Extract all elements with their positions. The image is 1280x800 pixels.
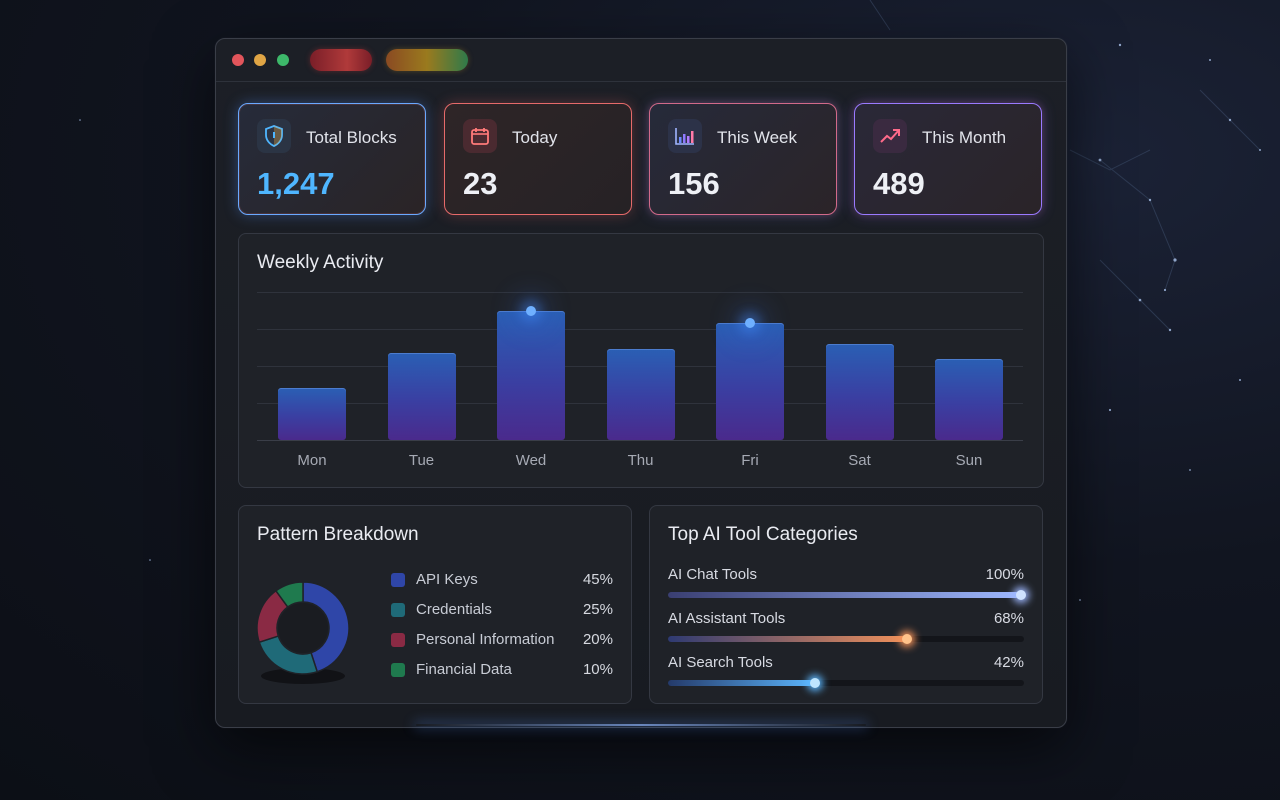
- panel-title: Top AI Tool Categories: [668, 524, 858, 545]
- tool-name: AI Search Tools: [668, 654, 773, 671]
- donut-slice-api-keys[interactable]: [302, 581, 350, 673]
- x-tick-label: Fri: [741, 452, 759, 469]
- x-tick-label: Sat: [848, 452, 871, 469]
- legend-percent: 10%: [582, 661, 613, 678]
- x-tick-label: Wed: [515, 452, 547, 469]
- legend-percent: 45%: [582, 571, 613, 588]
- stat-label: Total Blocks: [306, 128, 397, 147]
- legend-item-financial-data: Financial Data 10%: [391, 660, 613, 680]
- stat-value: 156: [668, 166, 720, 201]
- progress-track: [668, 678, 1024, 688]
- stat-value: 1,247: [257, 166, 335, 201]
- legend-item-personal-information: Personal Information 20%: [391, 630, 613, 650]
- stat-label: This Week: [717, 128, 797, 147]
- donut-hole: [278, 603, 328, 653]
- stat-card-total-blocks[interactable]: Total Blocks 1,247: [238, 103, 426, 215]
- legend-swatch: [391, 573, 405, 587]
- panel-title: Pattern Breakdown: [257, 524, 419, 545]
- legend-label: Financial Data: [416, 661, 512, 678]
- progress-fill: [668, 680, 818, 686]
- donut-shadow: [261, 668, 345, 684]
- stat-value: 489: [873, 166, 925, 201]
- gridline: [257, 329, 1023, 330]
- close-button[interactable]: [232, 54, 244, 66]
- weekly-activity-panel: Weekly Activity Mon Tue Wed Thu Fri Sat Sun: [238, 233, 1044, 488]
- stat-value: 23: [463, 166, 498, 201]
- shield-icon: [257, 119, 291, 153]
- x-tick-label: Tue: [408, 452, 435, 469]
- top-ai-tool-categories-panel: Top AI Tool Categories AI Chat Tools 100%…: [649, 505, 1043, 704]
- legend-swatch: [391, 663, 405, 677]
- gridline: [257, 292, 1023, 293]
- bar-thu[interactable]: [606, 349, 675, 440]
- legend-item-api-keys: API Keys 45%: [391, 570, 613, 590]
- x-tick-label: Thu: [627, 452, 654, 469]
- progress-knob: [809, 678, 820, 688]
- x-tick-label: Sun: [955, 452, 983, 469]
- progress-fill: [668, 592, 1024, 598]
- progress-knob: [902, 634, 913, 644]
- tool-percent: 100%: [985, 566, 1024, 583]
- progress-track: [668, 634, 1024, 644]
- bar-chart-icon: [668, 119, 702, 153]
- tool-percent: 68%: [993, 610, 1024, 627]
- stat-label: Today: [512, 128, 558, 147]
- legend-item-credentials: Credentials 25%: [391, 600, 613, 620]
- stat-label: This Month: [922, 128, 1007, 147]
- tool-percent: 42%: [993, 654, 1024, 671]
- progress-knob: [1016, 590, 1026, 600]
- legend-label: Personal Information: [416, 631, 555, 648]
- title-bar: [216, 39, 1066, 82]
- bar-highlight-dot: [526, 305, 536, 316]
- legend-percent: 20%: [582, 631, 613, 648]
- bar-sun[interactable]: [935, 358, 1003, 440]
- toolbar-pill-red[interactable]: [310, 49, 372, 71]
- panel-title: Weekly Activity: [257, 252, 384, 273]
- bar-highlight-dot: [745, 318, 755, 329]
- stat-card-this-month[interactable]: This Month 489: [854, 103, 1042, 215]
- donut-slice-financial-data[interactable]: [274, 581, 304, 609]
- stat-card-this-week[interactable]: This Week 156: [649, 103, 837, 215]
- progress-fill: [668, 636, 911, 642]
- toolbar-pill-amber[interactable]: [386, 49, 468, 71]
- dashboard-window: Total Blocks 1,247 Today 23 This Week: [215, 38, 1067, 728]
- minimize-button[interactable]: [254, 54, 266, 66]
- trend-up-icon: [873, 119, 907, 153]
- x-axis-baseline: [257, 440, 1023, 441]
- maximize-button[interactable]: [277, 54, 289, 66]
- pattern-breakdown-panel: Pattern Breakdown API Keys 45% Credentials…: [238, 505, 632, 704]
- legend-swatch: [391, 633, 405, 647]
- tool-name: AI Assistant Tools: [668, 610, 786, 627]
- bar-sat[interactable]: [825, 343, 894, 440]
- pattern-donut-chart: [256, 581, 350, 684]
- legend-percent: 25%: [582, 601, 613, 618]
- legend-swatch: [391, 603, 405, 617]
- stat-card-today[interactable]: Today 23: [444, 103, 632, 215]
- x-tick-label: Mon: [297, 452, 327, 469]
- bar-tue[interactable]: [387, 353, 456, 440]
- tool-name: AI Chat Tools: [668, 566, 757, 583]
- window-bottom-glow: [416, 724, 866, 726]
- bar-wed[interactable]: [497, 310, 565, 440]
- bar-mon[interactable]: [278, 388, 346, 440]
- legend-label: Credentials: [416, 601, 492, 618]
- calendar-icon: [463, 119, 497, 153]
- progress-track: [668, 590, 1026, 600]
- legend-label: API Keys: [416, 571, 478, 588]
- bar-fri[interactable]: [716, 323, 784, 440]
